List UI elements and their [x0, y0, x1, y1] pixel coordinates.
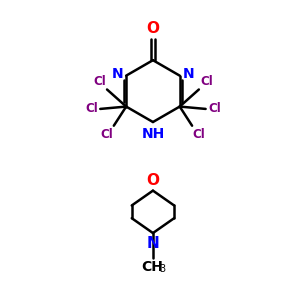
Text: Cl: Cl — [85, 102, 98, 116]
Text: Cl: Cl — [93, 75, 106, 88]
Text: Cl: Cl — [193, 128, 206, 141]
Text: 3: 3 — [159, 264, 165, 274]
Text: NH: NH — [141, 127, 165, 141]
Text: O: O — [146, 21, 159, 36]
Text: Cl: Cl — [100, 128, 113, 141]
Text: N: N — [112, 68, 123, 82]
Text: O: O — [146, 173, 159, 188]
Text: Cl: Cl — [200, 75, 213, 88]
Text: N: N — [147, 236, 159, 251]
Text: Cl: Cl — [208, 102, 221, 116]
Text: CH: CH — [141, 260, 163, 274]
Text: N: N — [183, 68, 194, 82]
